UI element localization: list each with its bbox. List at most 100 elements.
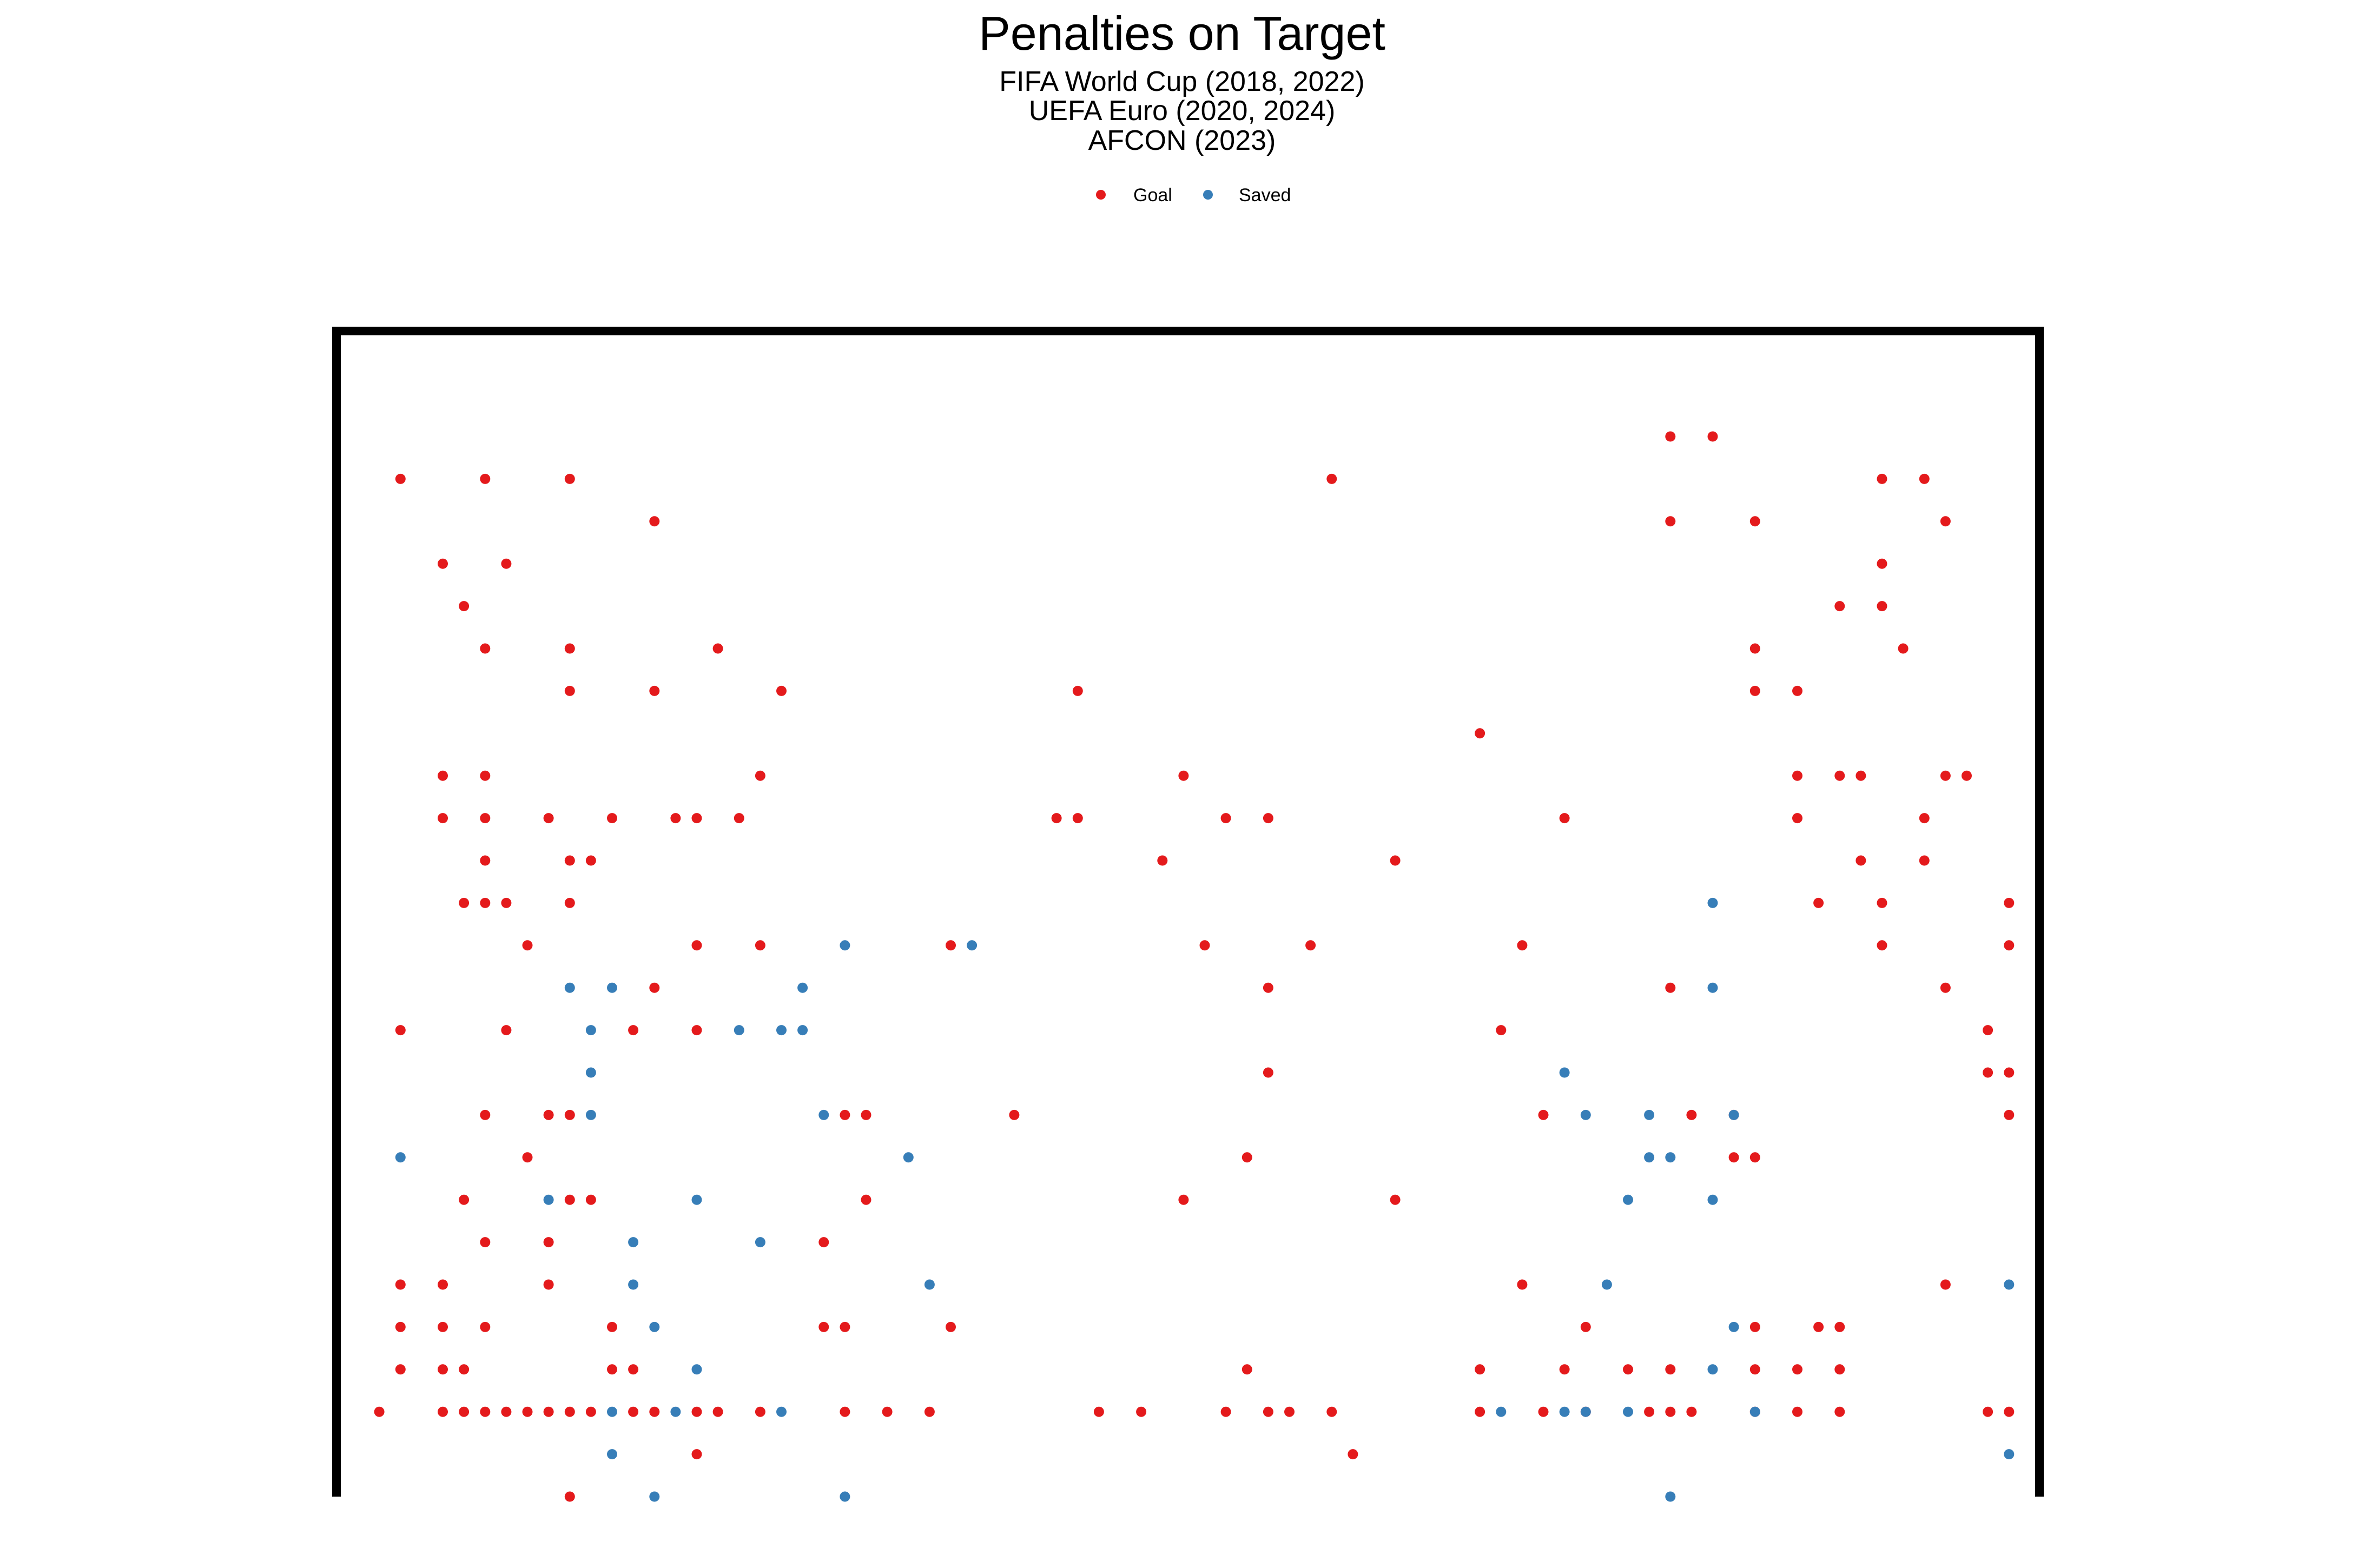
goal-point xyxy=(1072,685,1083,696)
goal-point xyxy=(522,1406,533,1417)
goal-point xyxy=(1877,940,1887,951)
chart-subtitle-line-1: FIFA World Cup (2018, 2022) xyxy=(999,66,1364,97)
goal-point xyxy=(438,770,448,781)
saved-point xyxy=(903,1152,914,1163)
goal-point xyxy=(501,1025,512,1036)
goal-point xyxy=(1475,1364,1485,1375)
saved-point xyxy=(776,1406,787,1417)
goal-point xyxy=(1834,601,1845,612)
goal-point xyxy=(649,1406,660,1417)
saved-point xyxy=(607,982,617,993)
goal-point xyxy=(1665,516,1676,527)
goal-point xyxy=(1284,1406,1295,1417)
goal-point xyxy=(946,940,956,951)
saved-point xyxy=(1623,1194,1633,1205)
goal-point xyxy=(480,770,491,781)
goal-point xyxy=(374,1406,385,1417)
goal-point xyxy=(480,1237,491,1248)
goal-point xyxy=(755,940,765,951)
goal-point xyxy=(1728,1152,1739,1163)
goal-point xyxy=(564,1491,575,1502)
goal-point xyxy=(2004,897,2015,908)
goal-point xyxy=(1475,1406,1485,1417)
saved-point xyxy=(607,1406,617,1417)
goal-point xyxy=(2004,1067,2015,1078)
goal-point xyxy=(438,1279,448,1290)
goal-point xyxy=(1983,1067,1993,1078)
saved-point xyxy=(585,1067,596,1078)
goal-point xyxy=(585,1194,596,1205)
goal-point xyxy=(691,1449,702,1460)
goal-point xyxy=(924,1406,935,1417)
goal-point xyxy=(480,1321,491,1332)
goal-point xyxy=(1093,1406,1104,1417)
goal-point xyxy=(1792,770,1802,781)
goal-point xyxy=(1051,813,1062,824)
goal-point xyxy=(1877,558,1887,569)
goal-point xyxy=(459,1406,470,1417)
goal-point xyxy=(649,516,660,527)
legend-goal-label: Goal xyxy=(1133,185,1172,206)
goal-point xyxy=(861,1194,871,1205)
goal-point xyxy=(1877,601,1887,612)
goal-point xyxy=(2004,1406,2015,1417)
saved-point xyxy=(1728,1109,1739,1120)
goal-point xyxy=(1962,770,1972,781)
goal-point xyxy=(1898,643,1909,654)
saved-point xyxy=(840,940,850,951)
goal-point xyxy=(1940,516,1951,527)
goal-point xyxy=(1305,940,1316,951)
goal-point xyxy=(480,813,491,824)
saved-point xyxy=(1496,1406,1507,1417)
goal-point xyxy=(1496,1025,1507,1036)
saved-point xyxy=(1665,1491,1676,1502)
saved-point xyxy=(797,1025,808,1036)
goal-point xyxy=(628,1406,639,1417)
goal-point xyxy=(438,1364,448,1375)
goal-point xyxy=(480,1406,491,1417)
goal-point xyxy=(1792,813,1802,824)
goal-point xyxy=(395,473,406,484)
goal-point xyxy=(2004,1109,2015,1120)
saved-point xyxy=(1707,982,1718,993)
saved-point xyxy=(564,982,575,993)
goal-point xyxy=(395,1279,406,1290)
saved-point xyxy=(1707,1364,1718,1375)
saved-point xyxy=(924,1279,935,1290)
goal-point xyxy=(1686,1406,1697,1417)
goal-point xyxy=(564,685,575,696)
goal-point xyxy=(649,685,660,696)
saved-point xyxy=(2004,1449,2015,1460)
saved-point xyxy=(1644,1152,1655,1163)
goal-point xyxy=(1580,1321,1591,1332)
saved-point xyxy=(818,1109,829,1120)
goal-point xyxy=(459,601,470,612)
goal-point xyxy=(1792,1406,1802,1417)
goal-point xyxy=(1072,813,1083,824)
goal-point xyxy=(1475,728,1485,739)
goal-point xyxy=(1919,473,1930,484)
goal-point xyxy=(395,1364,406,1375)
goal-point xyxy=(1220,1406,1231,1417)
chart-subtitle-line-2: UEFA Euro (2020, 2024) xyxy=(1029,95,1336,127)
goal-point xyxy=(1199,940,1210,951)
goal-point xyxy=(1834,1364,1845,1375)
goal-point xyxy=(1538,1406,1549,1417)
goal-point xyxy=(501,558,512,569)
goal-point xyxy=(1834,1321,1845,1332)
goal-point xyxy=(395,1025,406,1036)
goal-point xyxy=(459,1364,470,1375)
goal-point xyxy=(840,1321,850,1332)
goal-point xyxy=(1877,473,1887,484)
saved-point xyxy=(585,1109,596,1120)
goal-point xyxy=(607,1321,617,1332)
goal-point xyxy=(1559,813,1570,824)
saved-point xyxy=(1749,1406,1760,1417)
goal-point xyxy=(1009,1109,1020,1120)
goal-point xyxy=(1517,940,1528,951)
penalty-marks xyxy=(374,431,2015,1502)
saved-point xyxy=(797,982,808,993)
goal-point xyxy=(564,1194,575,1205)
goal-point xyxy=(480,643,491,654)
